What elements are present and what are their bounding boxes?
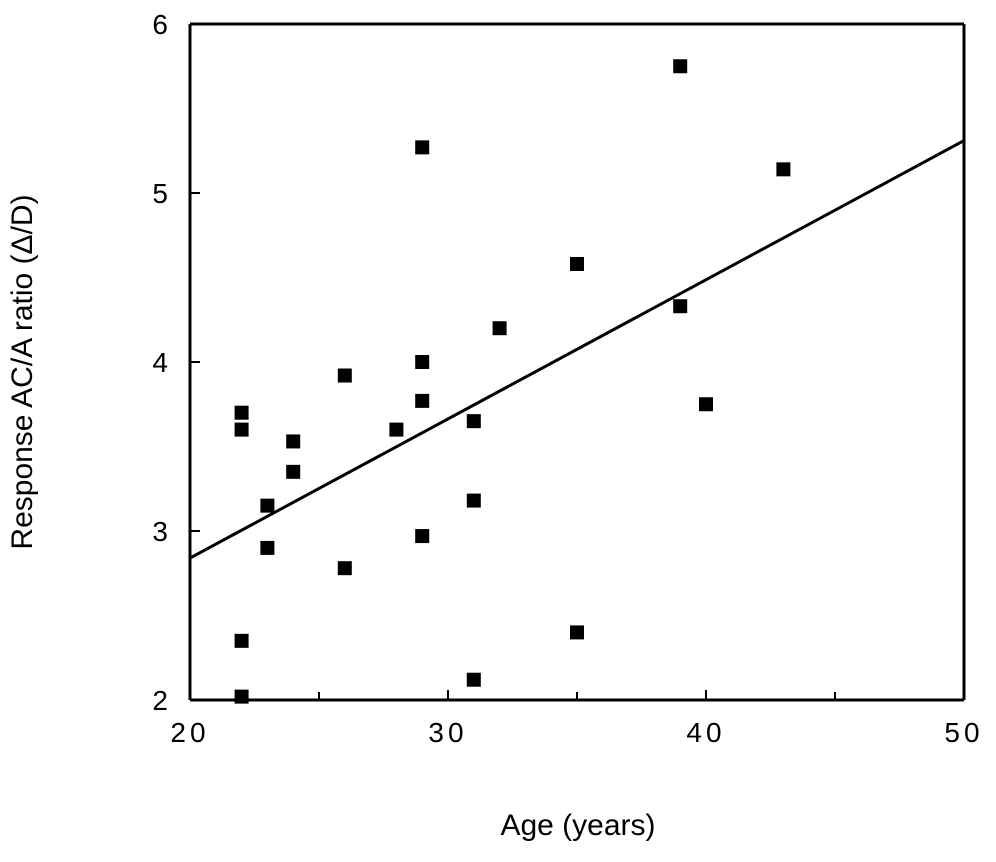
data-point (234, 405, 249, 420)
tick-labels: 20 30 40 50 2 3 4 5 6 (152, 9, 983, 748)
data-point (699, 397, 713, 412)
data-point (260, 540, 275, 555)
x-tick-label: 20 (170, 717, 209, 748)
data-point (570, 256, 584, 271)
y-tick-label: 4 (152, 347, 168, 378)
data-point (286, 434, 301, 449)
data-point (466, 672, 481, 687)
y-tick-label: 6 (152, 9, 168, 40)
regression-line (189, 139, 965, 560)
data-point (260, 498, 275, 513)
data-point (492, 321, 507, 336)
x-tick-label: 50 (944, 717, 983, 748)
data-point (337, 561, 352, 576)
y-tick-label: 2 (152, 685, 168, 716)
data-point (466, 414, 481, 429)
data-point (286, 464, 301, 479)
y-axis-title: Response AC/A ratio (Δ/D) (6, 194, 39, 549)
x-tick-label: 40 (686, 717, 725, 748)
data-point (776, 162, 791, 177)
ticks (189, 23, 965, 701)
data-point (415, 140, 430, 155)
axes (188, 22, 966, 702)
data-point (570, 625, 584, 640)
data-point (673, 59, 688, 74)
x-axis-title: Age (years) (500, 809, 655, 842)
data-point (234, 633, 249, 648)
data-point (415, 355, 430, 369)
y-tick-label: 5 (152, 178, 168, 209)
data-point (234, 422, 249, 437)
data-point (234, 689, 249, 704)
data-point (466, 493, 481, 508)
data-point (337, 368, 352, 383)
data-point (389, 422, 404, 437)
data-point (673, 299, 688, 314)
y-tick-label: 3 (152, 516, 168, 547)
data-point (415, 393, 430, 408)
data-point (415, 529, 430, 544)
x-tick-label: 30 (428, 717, 467, 748)
regression-line-group (189, 139, 965, 560)
data-points (234, 59, 791, 704)
